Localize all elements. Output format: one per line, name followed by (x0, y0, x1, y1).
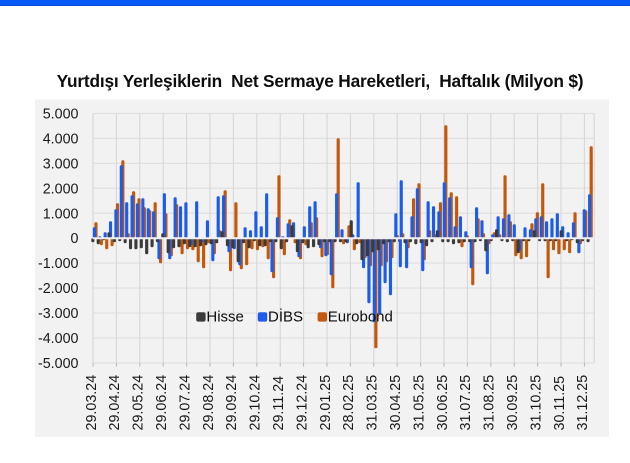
svg-text:29.07.24: 29.07.24 (177, 375, 193, 431)
svg-text:4.000: 4.000 (43, 131, 79, 147)
svg-text:30.04.25: 30.04.25 (388, 375, 404, 431)
svg-text:28.02.25: 28.02.25 (341, 375, 357, 431)
svg-text:Eurobond: Eurobond (328, 309, 393, 326)
svg-text:29.09.24: 29.09.24 (224, 375, 240, 431)
svg-text:-4.000: -4.000 (38, 331, 79, 347)
svg-text:-1.000: -1.000 (38, 256, 79, 272)
svg-text:31.03.25: 31.03.25 (365, 375, 381, 431)
svg-text:29.12.24: 29.12.24 (294, 375, 310, 431)
svg-text:0: 0 (71, 231, 79, 247)
svg-text:31.05.25: 31.05.25 (411, 375, 427, 431)
svg-text:Hisse: Hisse (206, 309, 244, 326)
svg-text:30.06.25: 30.06.25 (435, 375, 451, 431)
svg-text:31.07.25: 31.07.25 (458, 375, 474, 431)
svg-text:-5.000: -5.000 (38, 356, 79, 372)
svg-text:-2.000: -2.000 (38, 281, 79, 297)
svg-text:30.11.25: 30.11.25 (552, 376, 568, 431)
svg-text:DİBS: DİBS (268, 308, 303, 326)
svg-text:30.09.25: 30.09.25 (505, 375, 521, 431)
svg-text:29.05.24: 29.05.24 (131, 375, 147, 431)
svg-text:31.10.25: 31.10.25 (528, 375, 544, 431)
svg-text:5.000: 5.000 (43, 107, 79, 123)
svg-text:3.000: 3.000 (43, 156, 79, 172)
svg-text:29.08.24: 29.08.24 (201, 375, 217, 431)
svg-text:29.04.24: 29.04.24 (107, 375, 123, 431)
svg-text:29.11.24: 29.11.24 (271, 376, 287, 431)
svg-text:2.000: 2.000 (43, 181, 79, 197)
svg-text:-3.000: -3.000 (38, 306, 79, 322)
svg-text:29.10.24: 29.10.24 (248, 375, 264, 431)
svg-text:29.01.25: 29.01.25 (318, 375, 334, 431)
svg-text:1.000: 1.000 (43, 206, 79, 222)
svg-text:31.12.25: 31.12.25 (575, 375, 591, 431)
svg-text:29.03.24: 29.03.24 (84, 375, 100, 431)
svg-text:29.06.24: 29.06.24 (154, 375, 170, 431)
svg-text:31.08.25: 31.08.25 (482, 375, 498, 431)
